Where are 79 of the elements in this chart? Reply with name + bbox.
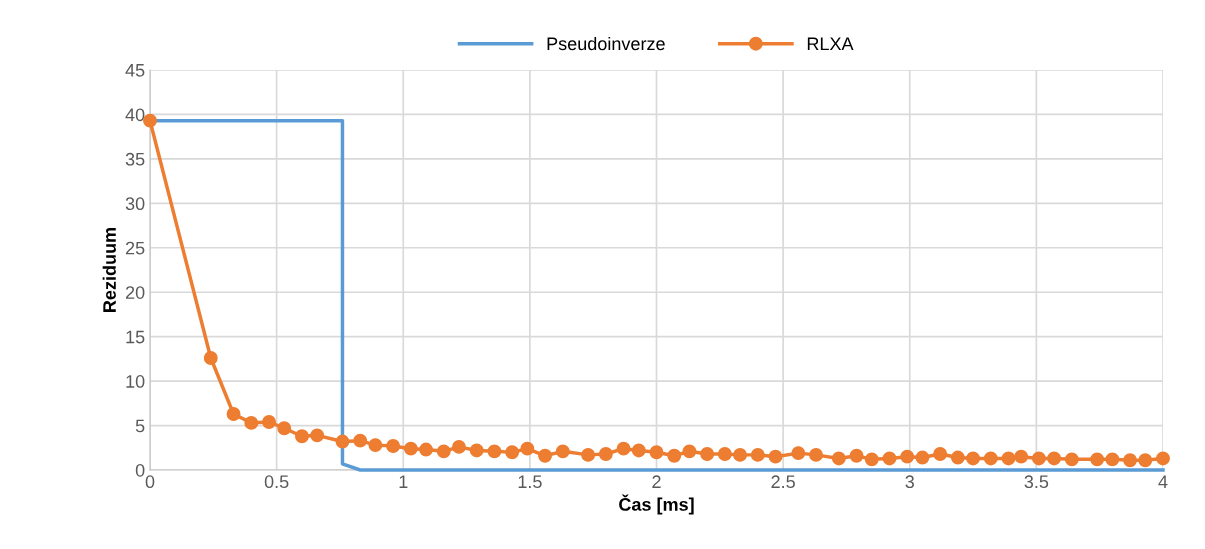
point — [682, 444, 697, 459]
point — [616, 441, 631, 456]
point — [750, 447, 765, 462]
x-tick-label: 1 — [399, 475, 408, 488]
point — [768, 449, 783, 464]
y-tick-label: 45 — [125, 64, 145, 77]
x-tick-label: 2.5 — [771, 475, 795, 489]
legend-label: RLXA — [807, 37, 854, 50]
point — [983, 451, 998, 466]
x-tick-label: 4 — [1158, 475, 1168, 488]
x-axis-title: Čas [ms] — [619, 494, 694, 515]
x-tick-label: 3.5 — [1024, 475, 1049, 489]
x-tick-label: 1.5 — [518, 475, 542, 489]
point — [403, 441, 418, 456]
point — [469, 443, 484, 458]
point — [581, 447, 596, 462]
point — [1105, 452, 1120, 467]
point — [244, 415, 259, 430]
point — [226, 407, 241, 421]
y-tick-label: 30 — [125, 197, 145, 211]
point — [700, 447, 715, 461]
point — [368, 438, 383, 453]
y-tick-label: 35 — [125, 152, 145, 166]
point — [487, 444, 502, 459]
point — [310, 428, 325, 443]
point — [1047, 451, 1062, 466]
point — [277, 421, 292, 436]
y-tick-label: 5 — [135, 419, 145, 433]
y-axis-title: Reziduum — [102, 227, 116, 312]
point — [667, 448, 682, 463]
x-tick-label: 3 — [905, 475, 914, 489]
point — [791, 446, 806, 461]
point — [831, 451, 846, 466]
point — [598, 447, 613, 461]
point — [1138, 453, 1153, 468]
point — [335, 434, 350, 449]
y-tick-label: 15 — [126, 330, 145, 344]
y-tick-label: 0 — [135, 463, 145, 477]
point — [1156, 451, 1170, 466]
point — [1001, 451, 1016, 466]
point — [436, 444, 451, 459]
point — [1064, 452, 1079, 467]
point — [849, 448, 864, 463]
point — [950, 450, 965, 465]
point — [1090, 452, 1105, 467]
point — [1123, 453, 1138, 468]
point — [505, 445, 520, 460]
point — [717, 447, 732, 461]
y-tick-label: 20 — [125, 286, 145, 299]
point — [966, 451, 981, 466]
point — [386, 439, 401, 453]
point — [864, 452, 879, 467]
point — [353, 433, 368, 448]
point — [452, 439, 466, 454]
x-tick-label: 0 — [145, 475, 155, 489]
point — [520, 441, 535, 456]
point — [733, 447, 748, 462]
point — [649, 445, 664, 460]
point — [419, 442, 433, 457]
point — [143, 113, 157, 128]
point — [900, 449, 915, 464]
x-tick-label: 0.5 — [264, 475, 289, 489]
point — [1031, 451, 1046, 466]
point — [555, 444, 570, 459]
y-tick-label: 25 — [125, 241, 145, 255]
point — [882, 451, 897, 466]
point — [538, 448, 553, 463]
point — [631, 443, 646, 458]
point — [915, 450, 930, 465]
point — [933, 447, 948, 461]
point — [1014, 449, 1029, 464]
point — [262, 415, 276, 429]
x-tick-label: 2 — [652, 475, 661, 488]
point — [203, 351, 218, 365]
legend-label: Pseudoinverze — [547, 36, 665, 51]
point — [295, 429, 309, 444]
point — [809, 447, 823, 462]
y-tick-label: 40 — [125, 108, 145, 122]
y-tick-label: 10 — [126, 375, 145, 388]
